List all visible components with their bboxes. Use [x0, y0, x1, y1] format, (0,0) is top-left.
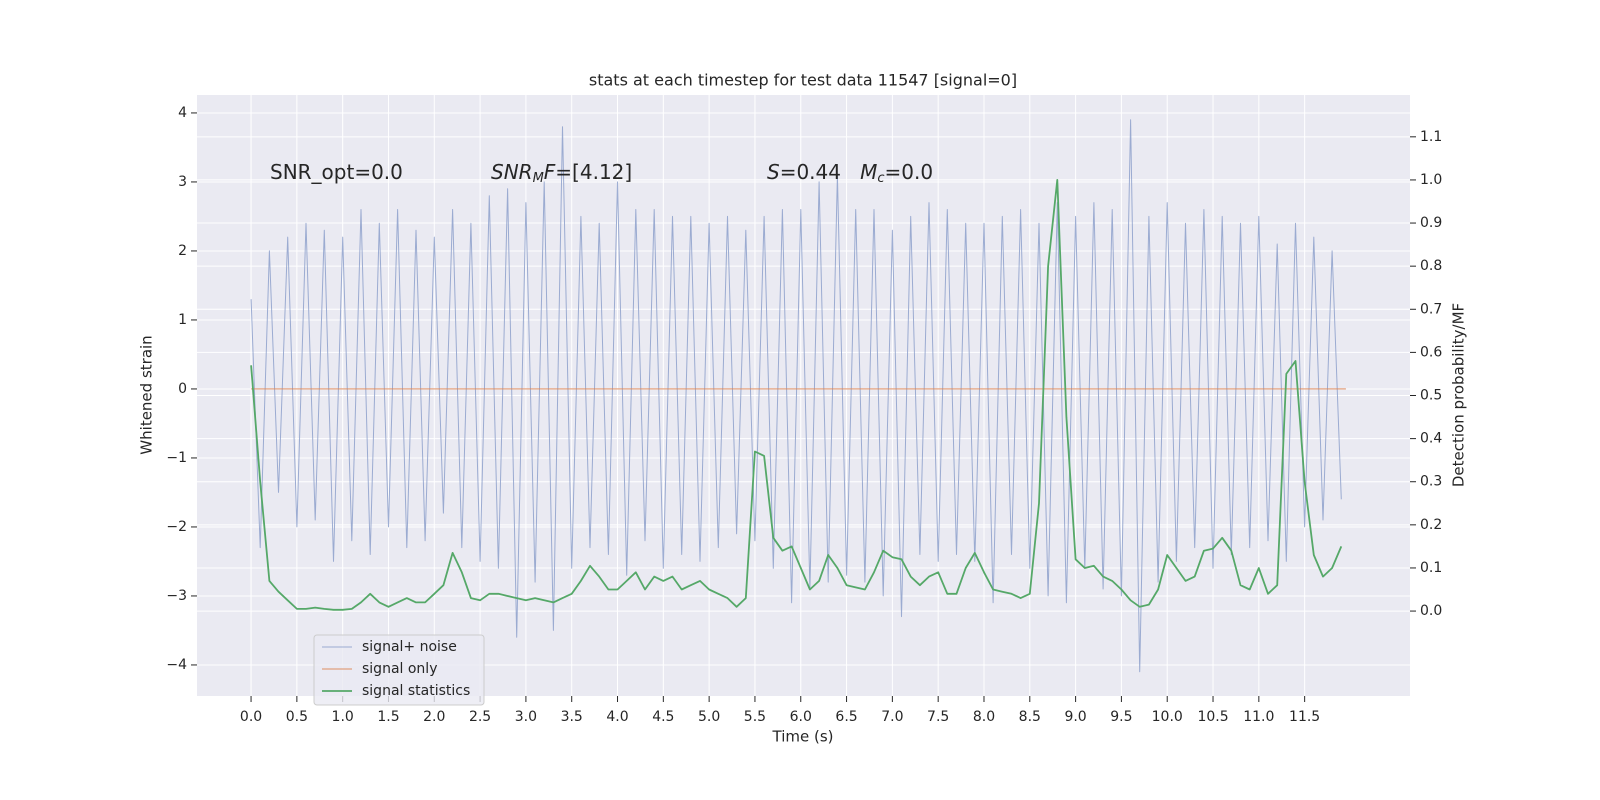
y2-tick-label: 1.0: [1420, 172, 1442, 188]
annotation-part: c: [877, 171, 884, 186]
annotation-part: M: [860, 160, 877, 184]
x-tick-label: 1.0: [332, 709, 354, 725]
legend: signal+ noise signal only signal statistic…: [313, 634, 485, 706]
y-tick-label: −3: [166, 588, 187, 604]
y-tick-label: −1: [166, 450, 187, 466]
x-tick-label: 8.5: [1019, 709, 1041, 725]
annotation-part: S: [767, 160, 780, 184]
x-tick-label: 11.5: [1289, 709, 1320, 725]
x-tick-label: 6.0: [790, 709, 812, 725]
annotation: SNR_opt=0.0: [270, 160, 403, 184]
y2-tick-label: 0.4: [1420, 431, 1442, 447]
y2-tick-label: 0.2: [1420, 517, 1442, 533]
x-tick-label: 5.5: [744, 709, 766, 725]
chart-title: stats at each timestep for test data 115…: [589, 71, 1017, 90]
y2-tick-label: 0.7: [1420, 301, 1442, 317]
series-line: [250, 119, 1342, 673]
legend-label: signal statistics: [362, 683, 470, 699]
annotation-part: M: [533, 171, 544, 186]
x-tick-label: 3.5: [561, 709, 583, 725]
x-tick-label: 9.0: [1064, 709, 1086, 725]
y2-tick-label: 0.6: [1420, 344, 1442, 360]
y-tick-label: 0: [178, 381, 187, 397]
x-tick-label: 8.0: [973, 709, 995, 725]
x-tick-label: 2.5: [469, 709, 491, 725]
x-axis-label: Time (s): [772, 728, 834, 746]
x-tick-label: 4.5: [652, 709, 674, 725]
annotation: S=0.44 Mc=0.0: [767, 160, 933, 186]
y2-tick-label: 0.5: [1420, 388, 1442, 404]
x-tick-label: 1.5: [377, 709, 399, 725]
y2-tick-label: 0.9: [1420, 215, 1442, 231]
annotation: SNRMF=[4.12]: [491, 160, 632, 186]
y2-tick-label: 0.0: [1420, 603, 1442, 619]
annotation-part: =[4.12]: [555, 160, 632, 184]
x-tick-label: 7.5: [927, 709, 949, 725]
x-tick-label: 0.0: [240, 709, 262, 725]
y2-tick-label: 0.3: [1420, 474, 1442, 490]
y-tick-label: 4: [178, 105, 187, 121]
annotation-part: =0.0: [885, 160, 934, 184]
y-tick-label: −2: [166, 519, 187, 535]
marks: [250, 119, 1346, 673]
x-tick-label: 11.0: [1243, 709, 1274, 725]
annotation-part: SNR_opt=0.0: [270, 160, 403, 184]
y-tick-label: −4: [166, 657, 187, 673]
x-tick-label: 7.0: [881, 709, 903, 725]
legend-label: signal only: [362, 661, 437, 677]
legend-box: [313, 634, 485, 706]
x-tick-label: 3.0: [515, 709, 537, 725]
foreground: 0.0 0.5 1.0 1.5 2.0 2.5 3.0 3.5 4.0 4.5 5.0 5.5 6.0 6…: [166, 105, 1442, 725]
x-tick-label: 2.0: [423, 709, 445, 725]
x-tick-label: 9.5: [1110, 709, 1132, 725]
y-tick-label: 1: [178, 312, 187, 328]
y-axis-label: Whitened strain: [138, 335, 156, 454]
x-tick-label: 0.5: [286, 709, 308, 725]
x-tick-label: 10.0: [1152, 709, 1183, 725]
annotation-part: F: [544, 160, 556, 184]
x-tick-label: 4.0: [606, 709, 628, 725]
annotation-part: =0.44: [780, 160, 860, 184]
y2-tick-label: 1.1: [1420, 129, 1442, 145]
legend-label: signal+ noise: [362, 639, 457, 655]
y2-axis-label: Detection probability/MF: [1450, 303, 1468, 487]
x-tick-label: 5.0: [698, 709, 720, 725]
annotation-part: SNR: [491, 160, 533, 184]
x-tick-label: 6.5: [835, 709, 857, 725]
x-tick-label: 10.5: [1197, 709, 1228, 725]
y2-tick-label: 0.1: [1420, 560, 1442, 576]
series-line: [250, 179, 1343, 611]
y-tick-label: 2: [178, 243, 187, 259]
y-tick-label: 3: [178, 174, 187, 190]
y2-tick-label: 0.8: [1420, 258, 1442, 274]
